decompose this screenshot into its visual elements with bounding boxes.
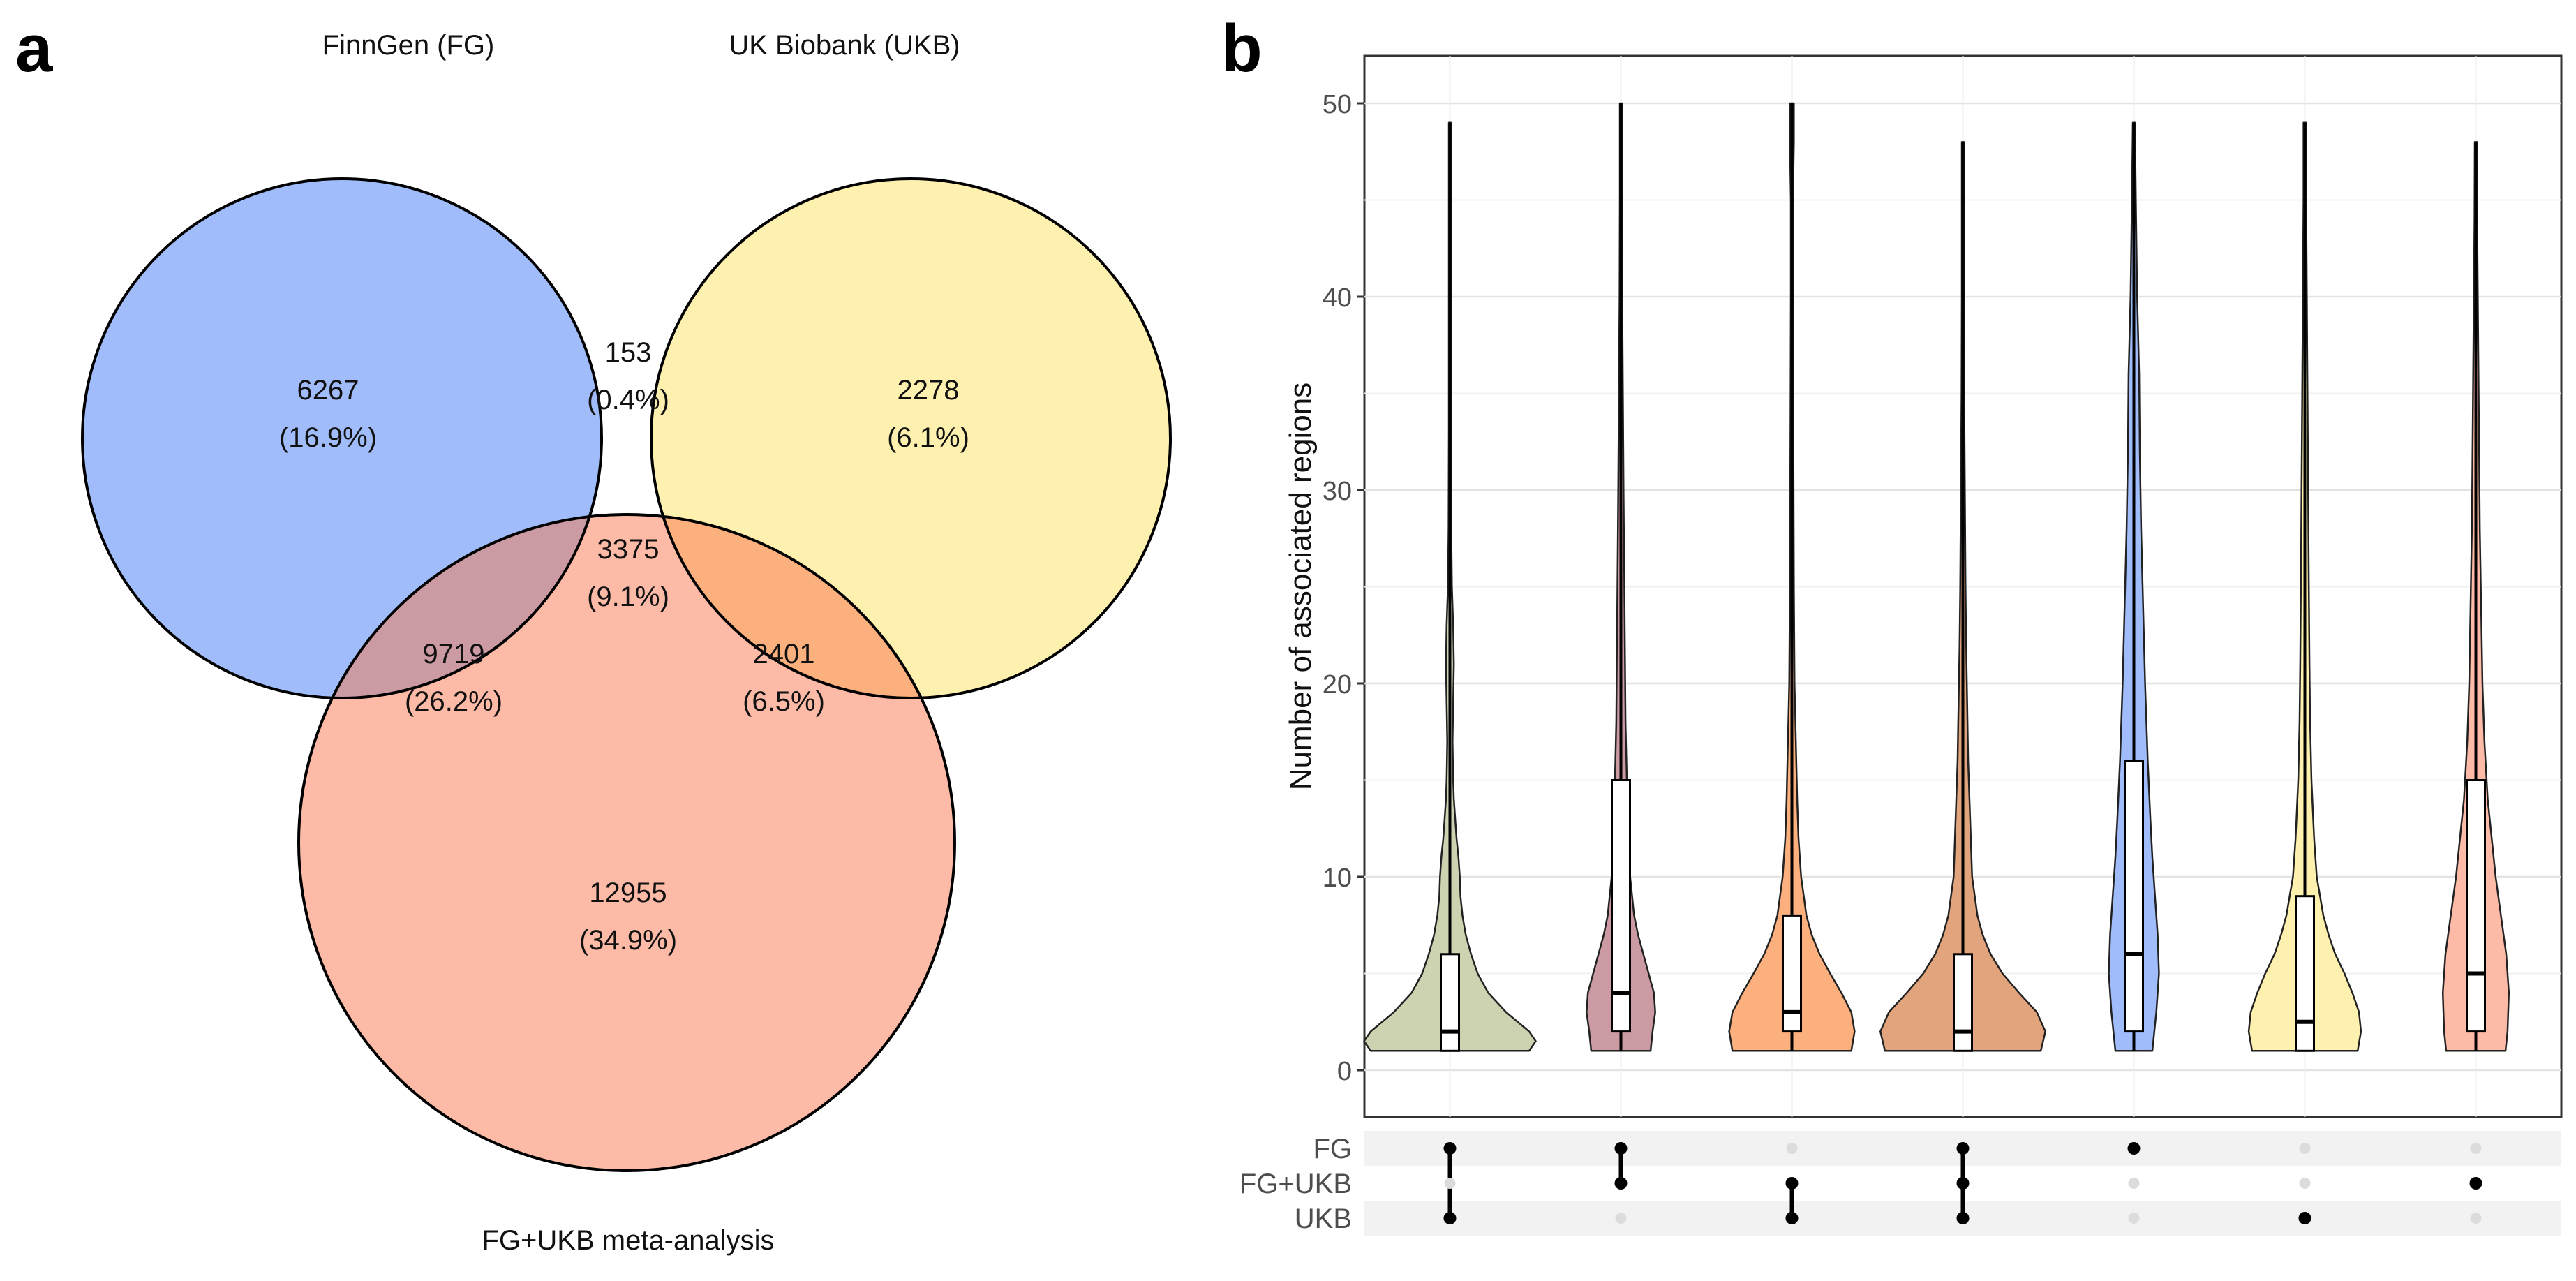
region-count-ukb-meta: 2401 [753,639,815,669]
set-label-fg: FinnGen (FG) [322,30,495,61]
matrix-dot-filled [1956,1142,1970,1155]
violin-group [2247,121,2362,1052]
y-axis-label: Number of associated regions [1283,383,1318,791]
violin-group [1879,141,2047,1052]
matrix-dot-filled [1443,1212,1457,1224]
matrix-dot-empty [2299,1178,2311,1189]
venn-panel: a FinnGen (FG) UK Biobank (UKB) FG+UKB m… [15,11,1172,1256]
violin-group [1586,102,1656,1052]
matrix-column [2127,1142,2141,1224]
venn-outline-fg [81,177,603,699]
matrix-dot-filled [1614,1142,1628,1155]
venn-fills [82,179,1170,1171]
matrix-column [1443,1142,1457,1224]
matrix-dot-filled [1956,1177,1970,1190]
venn-set-labels: FinnGen (FG) UK Biobank (UKB) FG+UKB met… [322,30,960,1256]
matrix-dot-filled [2469,1177,2482,1190]
venn-outline-meta [297,513,956,1172]
violin-group [1728,102,1856,1052]
region-percent-all: (9.1%) [587,582,669,612]
panel-label-a: a [15,11,53,86]
matrix-dot-empty [1615,1213,1627,1224]
matrix-dot-filled [1785,1212,1799,1224]
matrix-dot-empty [2299,1143,2311,1154]
y-axis: 0 10 20 30 40 50 [1323,90,1364,1086]
matrix-dot-filled [1614,1177,1628,1190]
set-label-ukb: UK Biobank (UKB) [729,30,960,61]
violin-panel: b 0 10 20 30 40 50 Number of associated regio… [1221,11,2563,1236]
upset-matrix: FG FG+UKB UKB [1239,1131,2561,1236]
region-percent-meta-only: (34.9%) [579,925,677,956]
y-tick-label: 20 [1323,670,1352,699]
matrix-column [1956,1142,1970,1224]
y-tick-label: 30 [1323,477,1352,506]
violin-group [1363,121,1537,1052]
matrix-dot-empty [2128,1178,2140,1189]
violin-group [2441,141,2510,1052]
matrix-dot-filled [1785,1177,1799,1190]
violin-box [1440,953,1460,1052]
region-percent-ukb-meta: (6.5%) [743,686,825,717]
panel-label-b: b [1221,11,1263,86]
violin-group [2108,121,2160,1052]
matrix-dot-empty [2470,1143,2482,1154]
venn-region-labels: 6267 (16.9%) 153 (0.4%) 2278 (6.1%) 3375… [279,337,969,956]
y-tick-label: 10 [1323,864,1352,893]
region-percent-fg-ukb: (0.4%) [587,385,669,415]
region-count-all: 3375 [597,534,660,565]
matrix-column [1785,1143,1799,1224]
matrix-row-label: UKB [1295,1204,1352,1234]
violin-box [2466,779,2486,1033]
region-count-fg-ukb: 153 [605,337,652,368]
matrix-column [2298,1143,2311,1224]
region-count-ukb-only: 2278 [898,375,960,406]
matrix-row-label: FG [1313,1134,1352,1164]
venn-circle-meta [299,514,955,1171]
matrix-dot-empty [2128,1213,2140,1224]
violin-box [1953,953,1973,1052]
matrix-dot-empty [1786,1143,1798,1154]
violin-box [2295,895,2315,1052]
matrix-column [2469,1143,2482,1224]
matrix-dot-filled [1956,1212,1970,1224]
region-count-meta-only: 12955 [589,878,667,908]
y-tick-label: 0 [1337,1057,1352,1086]
y-tick-label: 50 [1323,90,1352,119]
matrix-column [1614,1142,1628,1224]
violins [1363,102,2510,1052]
venn-outlines [81,177,1172,1172]
matrix-dot-filled [2298,1212,2311,1224]
matrix-dot-filled [2127,1142,2141,1155]
region-percent-fg-only: (16.9%) [279,422,377,453]
matrix-dot-empty [2470,1213,2482,1224]
matrix-row-label: FG+UKB [1239,1169,1352,1199]
violin-box [1611,779,1631,1033]
region-count-fg-meta: 9719 [423,639,485,669]
region-percent-fg-meta: (26.2%) [405,686,502,717]
matrix-dot-empty [1444,1178,1456,1189]
venn-outline-ukb [650,177,1172,699]
matrix-dot-filled [1443,1142,1457,1155]
violin-box [2124,760,2144,1033]
region-percent-ukb-only: (6.1%) [887,422,969,453]
y-tick-label: 40 [1323,283,1352,313]
set-label-meta: FG+UKB meta-analysis [482,1225,774,1256]
region-count-fg-only: 6267 [297,375,359,406]
